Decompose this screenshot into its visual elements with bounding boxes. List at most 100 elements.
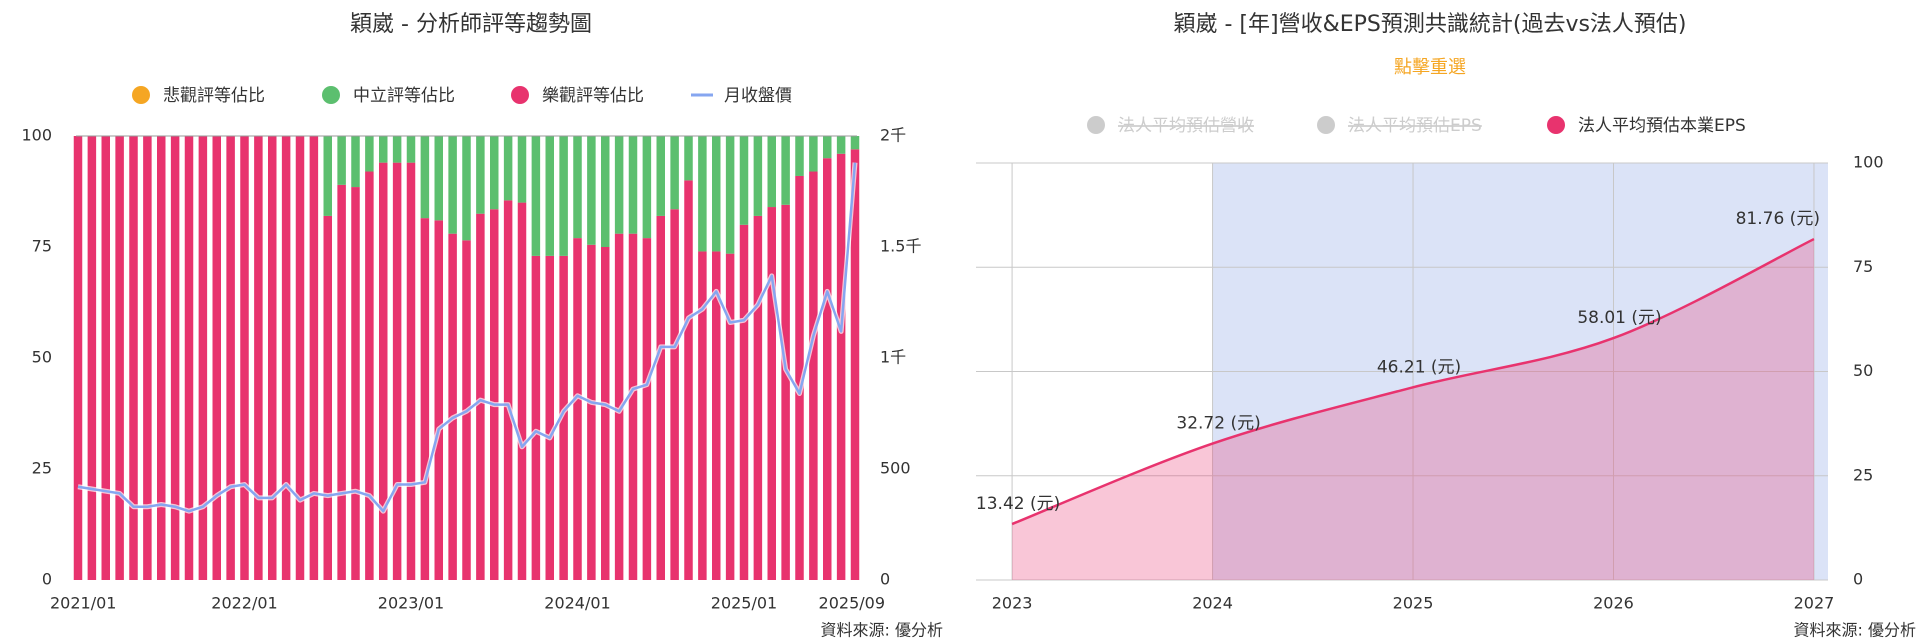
bar-segment [642,136,652,239]
y2-tick-label: 1千 [880,348,906,367]
eps-line [1011,237,1815,526]
bar-segment [531,136,541,256]
y-tick-label: 100 [21,126,52,145]
legend-symbol [132,86,150,104]
y2-tick-label: 2千 [880,126,906,145]
bar-segment [365,136,374,172]
bar-segment [406,162,416,580]
y-tick-label: 75 [1853,257,1873,276]
bar-segment [490,136,499,210]
bar-segment [823,158,832,580]
bar-segment [281,136,291,580]
bar-segment [698,136,707,252]
bar-segment [406,136,416,163]
bar-segment [587,136,596,245]
legend-symbol [1087,116,1105,134]
bar-segment [725,136,735,254]
bar-segment [420,218,430,580]
bar-segment [614,136,624,234]
bar-segment [559,255,568,580]
bar-segment [767,207,776,581]
bar-segment [795,175,804,580]
bar-segment [725,253,735,580]
bar-segment [573,238,582,580]
y-tick-label: 25 [32,459,52,478]
bar-segment [476,213,485,580]
bar-segment [656,215,665,581]
y-tick-label: 50 [32,348,52,367]
data-label: 13.42 (元) [976,494,1060,514]
x-tick-label: 2024/01 [544,594,610,613]
x-tick-label: 2025/09 [819,594,885,613]
bar-segment [850,149,860,580]
bar-segment [628,233,638,580]
bar-segment [503,200,513,580]
bar-segment [739,136,749,225]
legend-label[interactable]: 法人平均預估EPS [1348,116,1482,136]
y2-tick-label: 1.5千 [880,237,921,256]
chart-title: 穎崴 - [年]營收&EPS預測共識統計(過去vs法人預估) [1173,12,1686,37]
bar-segment [823,136,832,159]
bar-segment [434,220,443,581]
source-note: 資料來源: 優分析 [1794,621,1916,640]
bar-segment [670,136,679,210]
bar-segment [337,184,346,580]
bar-segment [684,136,693,181]
bar-segment [712,251,721,580]
bar-segment [476,136,485,214]
bar-segment [198,136,208,580]
data-label: 32.72 (元) [1176,414,1260,434]
eps-area [1012,239,1814,581]
source-note: 資料來源: 優分析 [821,621,943,640]
bar-segment [392,136,402,163]
legend-label[interactable]: 中立評等佔比 [353,86,455,106]
bar-segment [268,136,277,580]
legend-label[interactable]: 法人平均預估本業EPS [1578,116,1746,136]
bar-segment [323,215,332,581]
legend-label[interactable]: 月收盤價 [724,86,792,106]
bar-segment [73,136,83,580]
bar-segment [434,136,443,221]
reset-link[interactable]: 點擊重選 [1394,57,1466,78]
bar-segment [212,136,221,580]
bar-segment [739,224,749,581]
legend-symbol [1317,116,1335,134]
bar-segment [642,238,652,580]
bar-segment [656,136,665,216]
bar-segment [628,136,638,234]
bar-segment [295,136,305,580]
y-tick-label: 25 [1853,465,1873,484]
bar-segment [184,136,194,580]
bar-segment [392,162,402,580]
bar-segment [809,136,818,172]
bar-segment [670,209,679,580]
bar-segment [753,136,763,216]
bar-segment [587,244,596,580]
bar-segment [462,136,471,241]
y-tick-label: 0 [1853,570,1863,589]
x-tick-label: 2021/01 [50,594,116,613]
bar-segment [365,171,374,580]
x-tick-label: 2022/01 [211,594,277,613]
bar-segment [545,255,554,580]
bar-segment [836,153,846,580]
bar-segment [809,171,818,580]
legend-label[interactable]: 法人平均預估營收 [1118,116,1254,136]
legend-label[interactable]: 樂觀評等佔比 [542,86,644,106]
legend-label[interactable]: 悲觀評等佔比 [163,86,265,106]
bar-segment [601,136,610,247]
bar-segment [337,136,346,185]
chart-title: 穎崴 - 分析師評等趨勢圖 [350,12,592,37]
bar-segment [420,136,430,219]
bar-segment [781,204,790,580]
bar-segment [226,136,235,580]
bar-segment [351,136,360,188]
bar-segment [170,136,180,580]
bar-segment [531,255,541,580]
bar-segment [601,247,610,580]
bar-segment [490,209,499,580]
bar-segment [351,187,360,580]
bar-segment [157,136,166,580]
